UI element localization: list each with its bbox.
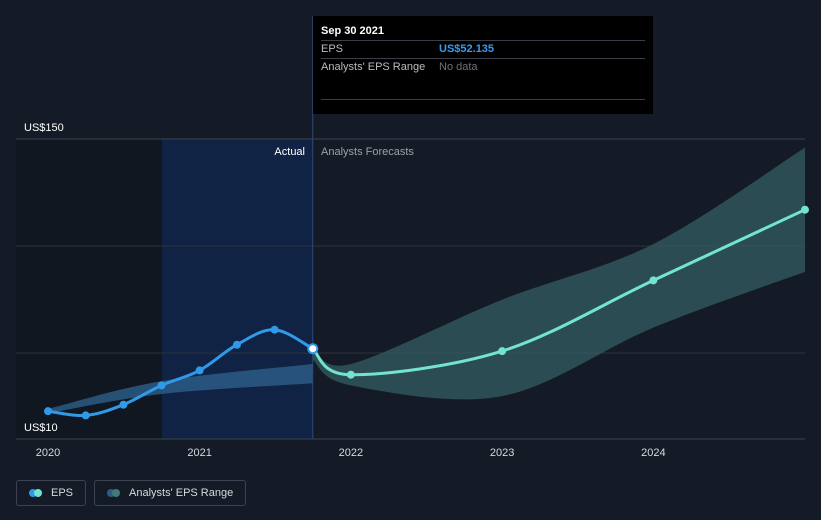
x-tick-labels: 2020 2021 2022 2023 2024 — [36, 447, 666, 459]
tooltip-range-value: No data — [439, 61, 478, 73]
tooltip-eps-label: EPS — [321, 43, 344, 55]
range-swatch-dot-forecast — [112, 489, 121, 497]
x-tick-label: 2024 — [641, 447, 665, 459]
legend-range-label: Analysts' EPS Range — [129, 487, 234, 499]
eps-point-actual[interactable] — [81, 411, 90, 420]
eps-point-actual[interactable] — [307, 343, 319, 355]
range-swatch-dot-actual — [107, 489, 116, 497]
eps-swatch-dot-forecast — [34, 489, 42, 497]
eps-point-forecast[interactable] — [649, 276, 658, 285]
tooltip-range-label: Analysts' EPS Range — [321, 61, 426, 73]
eps-point-actual[interactable] — [270, 325, 279, 334]
x-tick-label: 2021 — [187, 447, 211, 459]
eps-point-forecast[interactable] — [346, 370, 355, 379]
eps-point-forecast[interactable] — [801, 205, 809, 214]
eps-point-actual[interactable] — [232, 340, 241, 349]
x-tick-label: 2023 — [490, 447, 514, 459]
eps-point-forecast[interactable] — [498, 347, 507, 356]
tooltip-spacer — [321, 76, 645, 100]
actual-label: Actual — [274, 146, 305, 158]
eps-swatch-dot-actual — [29, 489, 37, 497]
tooltip-eps-value: US$52.135 — [439, 43, 495, 55]
y-tick-label-top: US$150 — [24, 122, 64, 134]
legend-eps-label: EPS — [51, 487, 74, 499]
eps-range-band-forecast — [312, 147, 805, 400]
eps-points — [44, 205, 809, 420]
eps-point-actual[interactable] — [119, 400, 128, 409]
tooltip-date: Sep 30 2021 — [321, 25, 384, 37]
eps-point-actual[interactable] — [195, 366, 204, 375]
actual-region — [162, 139, 313, 439]
forecast-label: Analysts Forecasts — [321, 146, 414, 158]
eps-range-swatch-icon — [107, 489, 121, 497]
legend: EPS Analysts' EPS Range — [16, 480, 247, 506]
x-tick-label: 2020 — [36, 447, 60, 459]
eps-range-bands — [48, 147, 805, 414]
legend-item-eps-range[interactable]: Analysts' EPS Range — [94, 480, 247, 506]
eps-point-actual[interactable] — [157, 381, 166, 390]
eps-swatch-icon — [29, 489, 43, 497]
eps-point-actual[interactable] — [44, 407, 52, 416]
y-tick-label-bottom: US$10 — [24, 422, 58, 434]
tooltip-row-range: Analysts' EPS Range No data — [321, 58, 645, 76]
tooltip: Sep 30 2021 EPS US$52.135 Analysts' EPS … — [313, 16, 653, 114]
eps-range-band-actual — [48, 364, 313, 414]
legend-item-eps[interactable]: EPS — [16, 480, 87, 506]
x-tick-label: 2022 — [339, 447, 363, 459]
tooltip-row-eps: EPS US$52.135 — [321, 40, 645, 58]
